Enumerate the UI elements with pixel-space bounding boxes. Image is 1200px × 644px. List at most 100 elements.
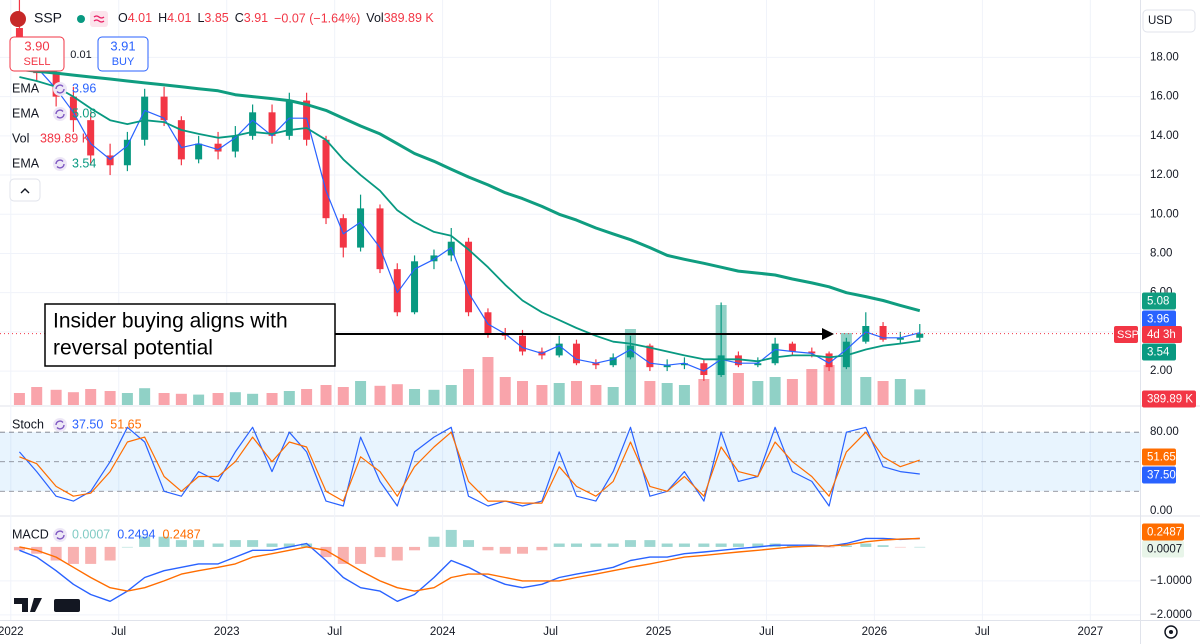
volume-bar — [50, 389, 62, 405]
sell-label[interactable]: SELL — [24, 56, 51, 68]
candle-body — [393, 269, 401, 313]
macd-histogram-bar — [553, 543, 565, 547]
buy-button[interactable] — [97, 36, 149, 72]
tv-logo — [14, 598, 42, 612]
stoch-tag: 37.50 — [1147, 470, 1176, 482]
volume-bar — [266, 393, 278, 405]
candle-body — [106, 155, 114, 166]
x-tick-label: 2026 — [862, 626, 888, 638]
y-tick-label: 2.00 — [1150, 365, 1172, 377]
legend-name: EMA — [12, 81, 40, 95]
macd-histogram-bar — [732, 543, 744, 547]
candle-body — [177, 120, 185, 160]
y-tick-label: 16.00 — [1150, 91, 1179, 103]
volume-bar — [877, 381, 889, 405]
macd-histogram-bar — [104, 546, 116, 561]
status-icon-bg — [90, 11, 108, 27]
candle-body — [249, 112, 257, 136]
volume-bar — [536, 385, 548, 405]
stoch-line — [19, 431, 920, 504]
symbol-tag-bg — [1114, 326, 1138, 343]
symbol: SSP — [34, 10, 62, 26]
macd-histogram-bar — [840, 545, 852, 547]
legend-icon-arrows — [55, 109, 65, 119]
buy-price[interactable]: 3.91 — [110, 38, 135, 53]
candle-body — [322, 139, 330, 219]
macd-histogram-bar — [661, 543, 673, 547]
macd-histogram-bar — [391, 546, 403, 561]
candle-body — [195, 143, 203, 160]
legend-icon — [53, 418, 67, 432]
macd-histogram-bar — [229, 540, 241, 547]
volume-bar — [553, 383, 565, 405]
collapse-button[interactable] — [9, 178, 41, 202]
candle-body — [646, 345, 654, 368]
candle-body — [430, 255, 438, 262]
macd-histogram-bar — [158, 536, 170, 547]
settings-icon[interactable] — [1164, 625, 1178, 639]
symbol-logo — [10, 11, 26, 27]
currency-box[interactable] — [1142, 9, 1196, 33]
macd-histogram-bar — [860, 543, 872, 547]
legend-name: Stoch — [12, 417, 44, 431]
ema-tag: 3.96 — [1147, 314, 1169, 326]
x-tick-label: Jul — [543, 626, 558, 638]
volume-bar — [644, 381, 656, 405]
legend-icon — [53, 528, 67, 542]
macd-histogram-bar — [823, 546, 835, 548]
volume-bar — [661, 383, 673, 405]
quote-value: 3.91 — [244, 11, 268, 25]
volume-bar — [13, 393, 25, 405]
quote-value: 4.01 — [167, 11, 191, 25]
macd-histogram-bar — [607, 543, 619, 547]
countdown-tag-bg — [1142, 326, 1182, 343]
legend-name: EMA — [12, 106, 40, 120]
macd-histogram-bar — [536, 546, 548, 551]
candle-body — [160, 96, 168, 121]
currency[interactable]: USD — [1148, 15, 1172, 27]
ema-tag-bg — [1142, 292, 1176, 310]
sell-price[interactable]: 3.90 — [24, 38, 49, 53]
volume-bar — [752, 381, 764, 405]
x-tick-label: Jul — [975, 626, 990, 638]
y-tick-label: 12.00 — [1150, 169, 1179, 181]
ema-line — [19, 67, 921, 313]
legend-name: Vol — [12, 131, 29, 145]
candle-body — [268, 112, 276, 136]
annotation-text: reversal potential — [53, 337, 213, 360]
sell-button[interactable] — [9, 36, 65, 72]
legend-icon-arrows — [55, 530, 65, 540]
legend-icon-arrows — [55, 420, 65, 430]
settings-icon-core — [1169, 630, 1173, 634]
legend-value: 0.2494 — [117, 527, 155, 541]
candle-body — [572, 343, 580, 364]
volume-bar — [247, 393, 259, 405]
x-tick-label: Jul — [111, 626, 126, 638]
volume-bar — [624, 329, 636, 405]
macd-histogram-bar — [482, 546, 494, 551]
volume-bar — [283, 391, 295, 405]
macd-histogram-bar — [463, 540, 475, 547]
macd-tag: 0.2487 — [1147, 527, 1182, 539]
volume-bar — [732, 373, 744, 405]
volume-bar — [698, 379, 710, 405]
volume-bar — [409, 389, 421, 405]
quote: L3.85 — [197, 11, 228, 25]
legend-icon-arrows — [55, 84, 65, 94]
macd-tag: 0.0007 — [1147, 544, 1182, 556]
volume-bar — [786, 379, 798, 405]
x-tick-label: 2022 — [0, 626, 24, 638]
collapse-icon — [20, 188, 30, 194]
buy-label[interactable]: BUY — [112, 56, 135, 68]
volume-bar — [823, 365, 835, 405]
volume-bar — [320, 385, 332, 405]
candle-body — [69, 96, 77, 121]
quote: O4.01 — [118, 11, 152, 25]
legend-value: 389.89 K — [40, 131, 91, 145]
x-tick-label: 2025 — [646, 626, 672, 638]
candle-body — [808, 351, 816, 354]
macd-histogram-bar — [212, 543, 224, 547]
ema-line — [19, 53, 920, 372]
legend-icon — [53, 157, 67, 171]
